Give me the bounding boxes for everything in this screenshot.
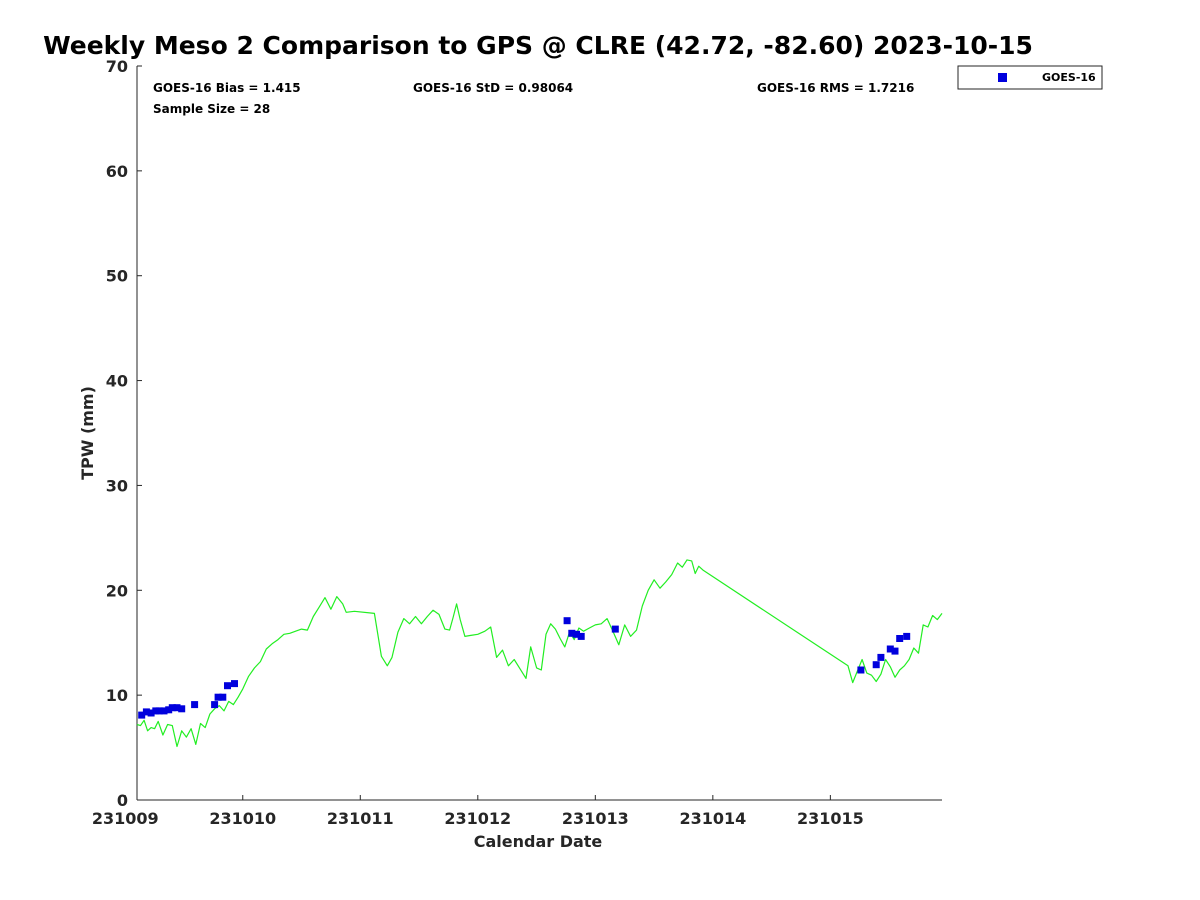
x-tick-label: 231009 (92, 809, 159, 828)
goes16-point (224, 682, 231, 690)
x-tick-label: 231011 (327, 809, 394, 828)
goes16-point (903, 632, 911, 640)
goes16-point (568, 629, 576, 637)
goes16-point (160, 707, 168, 715)
goes16-point (147, 709, 155, 717)
goes16-point (178, 705, 186, 713)
x-axis-label: Calendar Date (474, 832, 603, 851)
y-tick-label: 0 (117, 791, 128, 810)
goes16-point (165, 706, 173, 714)
goes16-point (191, 701, 199, 709)
x-tick-label: 231013 (562, 809, 629, 828)
y-tick-label: 10 (106, 686, 128, 705)
series-layer (136, 559, 943, 748)
goes16-point (219, 693, 227, 701)
x-tick-label: 231014 (679, 809, 746, 828)
rms-stat: GOES-16 RMS = 1.7216 (757, 81, 914, 95)
goes16-point (877, 653, 885, 661)
y-tick-label: 60 (106, 162, 128, 181)
goes16-point (896, 635, 904, 642)
std-stat: GOES-16 StD = 0.98064 (413, 81, 573, 95)
plot-area (136, 66, 942, 801)
goes16-point (231, 680, 238, 688)
goes16-point (168, 704, 176, 712)
goes16-point (142, 708, 150, 716)
goes16-point (155, 707, 163, 715)
goes16-point (173, 704, 181, 712)
goes16-point (611, 625, 619, 633)
sample-size-stat: Sample Size = 28 (153, 102, 270, 116)
goes16-point (577, 632, 585, 640)
gps-tpw-line (136, 559, 943, 748)
goes16-point (214, 693, 222, 701)
y-axis-label: TPW (mm) (78, 386, 97, 480)
goes16-point (563, 617, 571, 625)
legend: GOES-16 (957, 65, 1103, 90)
bias-stat: GOES-16 Bias = 1.415 (153, 81, 301, 95)
goes16-point (573, 630, 580, 638)
y-tick-label: 20 (106, 581, 128, 600)
goes16-point (211, 701, 219, 709)
x-ticks: 231009 231010 231011 231012 231013 231014 2310… (92, 795, 864, 828)
goes16-point (138, 711, 146, 719)
goes16-point (891, 647, 899, 655)
y-tick-label: 40 (106, 372, 128, 391)
chart-title: Weekly Meso 2 Comparison to GPS @ CLRE (… (43, 31, 1033, 60)
legend-box (957, 65, 1103, 90)
y-tick-label: 50 (106, 267, 128, 286)
x-tick-label: 231010 (209, 809, 276, 828)
y-ticks: 0 10 20 30 40 50 60 70 (106, 57, 142, 810)
goes16-point (857, 666, 865, 674)
goes16-point (872, 661, 880, 669)
goes16-point (886, 645, 894, 653)
legend-marker-goes16 (998, 73, 1007, 82)
x-tick-label: 231012 (444, 809, 511, 828)
x-tick-label: 231015 (797, 809, 864, 828)
legend-label-goes16: GOES-16 (1042, 71, 1096, 84)
y-tick-label: 30 (106, 476, 128, 495)
y-tick-label: 70 (106, 57, 128, 76)
